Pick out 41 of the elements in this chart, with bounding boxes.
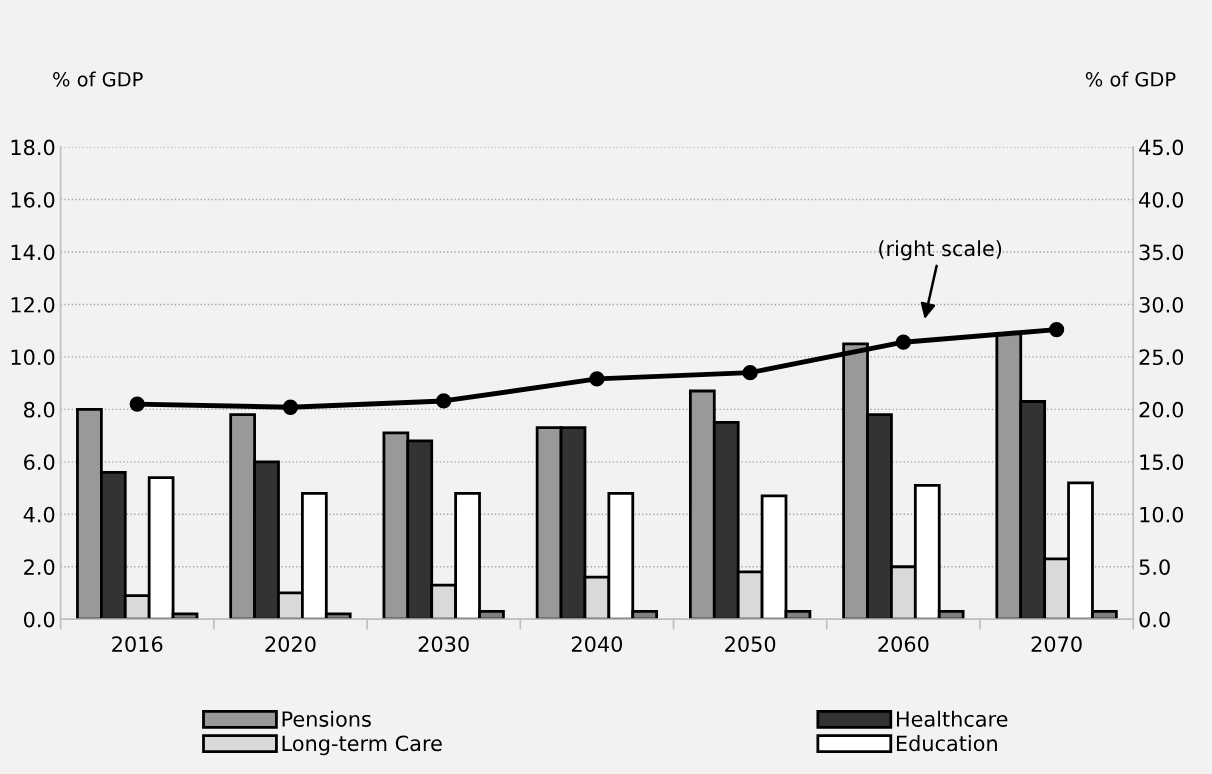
point xyxy=(129,396,145,412)
y-tick-label: 12.0 xyxy=(11,296,55,313)
y2-tick-label: 0.0 xyxy=(1139,611,1170,628)
legend-label: Long-term Care xyxy=(282,735,442,756)
legend-label: Healthcare xyxy=(896,710,1008,727)
legend-label: Education xyxy=(896,735,997,752)
point xyxy=(742,364,758,381)
point xyxy=(1048,321,1065,338)
y-tick-label: 0.0 xyxy=(23,611,55,628)
x-tick-label: 2030 xyxy=(418,636,469,652)
point xyxy=(436,393,452,409)
y2-axis-title: % of GDP xyxy=(1085,71,1176,87)
y2-tick-label: 45.0 xyxy=(1139,139,1184,156)
y-tick-label: 10.0 xyxy=(11,349,55,366)
legend-label: Pensions xyxy=(282,710,371,727)
y2-tick-label: 10.0 xyxy=(1140,506,1184,523)
y2-tick-label: 15.0 xyxy=(1140,454,1184,471)
x-tick-label: 2050 xyxy=(725,636,776,652)
y-tick-label: 14.0 xyxy=(11,244,55,261)
y-tick-label: 4.0 xyxy=(23,506,55,523)
point xyxy=(282,399,299,415)
x-tick-label: 2020 xyxy=(265,636,316,652)
y-tick-label: 2.0 xyxy=(24,559,55,575)
y-axis-title: % of GDP xyxy=(53,71,143,87)
y2-tick-label: 30.0 xyxy=(1139,296,1184,313)
y-tick-label: 8.0 xyxy=(24,401,55,418)
y2-tick-label: 40.0 xyxy=(1139,191,1184,208)
y-tick-label: 6.0 xyxy=(24,454,55,471)
annotation: (right scale) xyxy=(879,240,1002,261)
x-tick-label: 2060 xyxy=(878,636,929,652)
y2-tick-label: 5.0 xyxy=(1139,559,1170,575)
y-tick-label: 18.0 xyxy=(11,139,55,156)
x-tick-label: 2070 xyxy=(1031,636,1082,652)
y2-tick-label: 20.0 xyxy=(1139,401,1184,418)
x-tick-label: 2016 xyxy=(112,636,163,652)
y2-tick-label: 25.0 xyxy=(1139,349,1184,366)
y-tick-label: 16.0 xyxy=(11,191,55,208)
x-tick-label: 2040 xyxy=(571,636,623,652)
point xyxy=(589,371,605,387)
y2-tick-label: 35.0 xyxy=(1139,244,1184,261)
point xyxy=(895,334,912,350)
